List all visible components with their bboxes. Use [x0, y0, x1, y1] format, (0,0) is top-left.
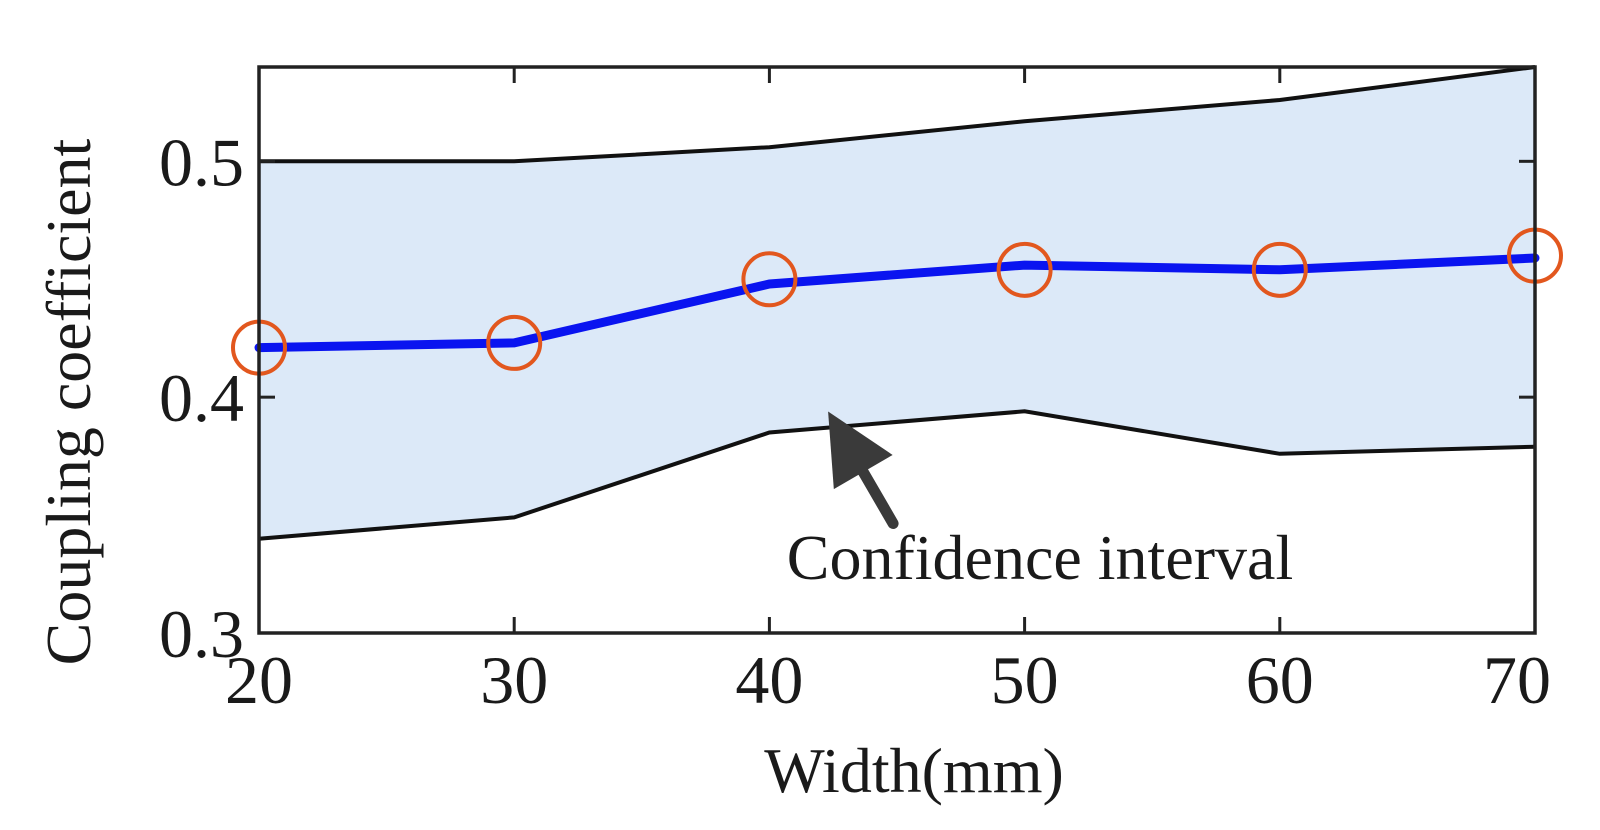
- confidence-band: [259, 67, 1535, 539]
- y-tick-label: 0.4: [159, 360, 244, 436]
- y-tick-label: 0.5: [159, 124, 244, 200]
- annotation-arrow-shaft: [857, 466, 899, 529]
- data-point-marker: [486, 314, 543, 371]
- data-point-marker: [741, 251, 798, 308]
- x-tick-label: 60: [1246, 642, 1314, 718]
- x-tick-label: 20: [225, 642, 293, 718]
- data-point-marker: [996, 241, 1053, 298]
- y-tick-labels: 0.3 0.4 0.5: [159, 124, 244, 672]
- x-axis-label: Width(mm): [764, 735, 1064, 806]
- data-point-marker: [1251, 241, 1308, 298]
- tick-group: [257, 67, 1537, 635]
- upper-bound-line: [259, 65, 1536, 164]
- x-tick-label: 30: [480, 642, 548, 718]
- annotation-arrow-head: [828, 411, 893, 490]
- x-tick-labels: 20 30 40 50 60 70: [225, 642, 1551, 718]
- x-tick-label: 70: [1483, 642, 1551, 718]
- mean-line: [254, 253, 1540, 353]
- x-tick-label: 40: [735, 642, 803, 718]
- plot-frame: [257, 65, 1537, 635]
- lower-bound-line: [258, 409, 1536, 541]
- y-axis-label: Coupling coefficient: [33, 138, 104, 665]
- x-tick-label: 50: [991, 642, 1059, 718]
- y-tick-label: 0.3: [159, 596, 244, 672]
- annotation-confidence-interval: Confidence interval: [787, 522, 1293, 593]
